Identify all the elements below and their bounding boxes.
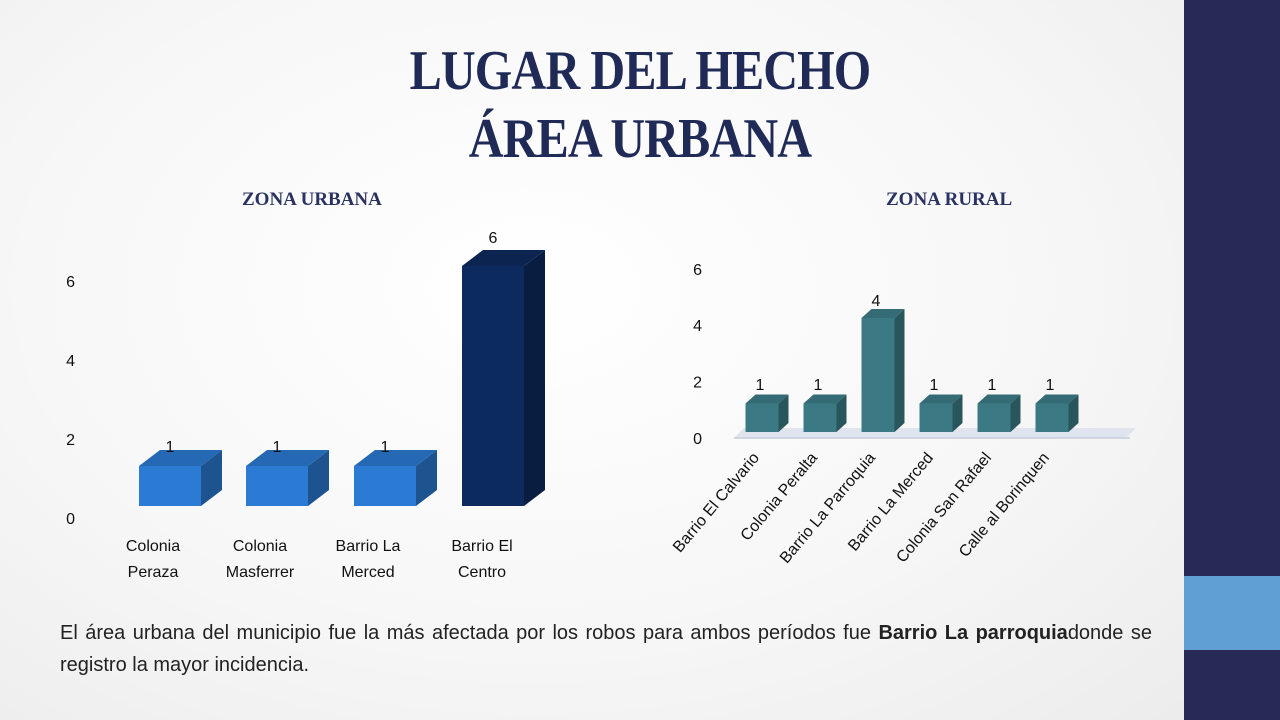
caption-paragraph: El área urbana del municipio fue la más … [60, 617, 1152, 681]
x-tick-label: Peraza [128, 564, 179, 581]
bar [919, 403, 953, 432]
y-tick-label: 6 [693, 262, 702, 279]
x-tick-label: Masferrer [226, 564, 295, 581]
data-label: 1 [166, 439, 175, 456]
data-label: 6 [489, 230, 498, 247]
y-tick-label: 2 [66, 432, 75, 449]
y-tick-label: 2 [693, 375, 702, 392]
data-label: 1 [988, 377, 997, 394]
x-tick-label: Centro [458, 564, 506, 581]
x-tick-label: Colonia [126, 538, 180, 555]
data-label: 1 [381, 439, 390, 456]
bar-top [803, 394, 847, 404]
bar-top [246, 450, 329, 466]
bar-top [745, 394, 789, 404]
y-tick-label: 4 [66, 353, 75, 370]
bar [246, 466, 308, 506]
y-tick-label: 0 [66, 511, 75, 528]
bar [462, 266, 524, 506]
chart-title-rural: ZONA RURAL [886, 189, 1013, 210]
bar [977, 403, 1011, 432]
y-tick-label: 0 [693, 431, 702, 448]
x-tick-label: Colonia [233, 538, 287, 555]
data-label: 1 [930, 377, 939, 394]
data-label: 1 [1046, 377, 1055, 394]
bar-top [139, 450, 222, 466]
slide-background [0, 0, 1184, 720]
caption-highlight: Barrio La parroquia [878, 622, 1068, 644]
data-label: 1 [273, 439, 282, 456]
bar-side [416, 450, 437, 506]
bar-side [1010, 394, 1021, 432]
x-tick-label: Barrio El [451, 538, 512, 555]
bar [803, 403, 837, 432]
slide-title-line-1: LUGAR DEL HECHO [409, 40, 872, 102]
bar-top [1035, 394, 1079, 404]
bar-side [524, 250, 545, 506]
chart-title-urban: ZONA URBANA [242, 189, 382, 210]
bar-top [354, 450, 437, 466]
sidebar-accent-light [1184, 576, 1280, 650]
caption-text-1: El área urbana del municipio fue la más … [60, 622, 879, 644]
bar-side [1068, 394, 1079, 432]
bar-side [201, 450, 222, 506]
bar-top [977, 394, 1021, 404]
data-label: 1 [814, 377, 823, 394]
bar-top [861, 309, 905, 318]
bar [861, 318, 895, 432]
bar [1035, 403, 1069, 432]
bar [745, 403, 779, 432]
slide-title-line-2: ÁREA URBANA [468, 108, 812, 170]
bar-side [894, 309, 905, 432]
y-tick-label: 4 [693, 318, 702, 335]
bar-top [919, 394, 963, 404]
bar [354, 466, 416, 506]
bar-side [778, 394, 789, 432]
urban-bar-chart: 0 2 4 6 1 Colonia Peraza 1 Colonia Masferrer 1 Barr… [66, 230, 545, 581]
y-tick-label: 6 [66, 274, 75, 291]
bar-side [308, 450, 329, 506]
data-label: 1 [756, 377, 765, 394]
x-tick-label: Merced [341, 564, 394, 581]
bar-top [462, 250, 545, 266]
bar [139, 466, 201, 506]
bar-side [952, 394, 963, 432]
x-tick-label: Barrio La [336, 538, 401, 555]
bar-side [836, 394, 847, 432]
data-label: 4 [872, 293, 881, 310]
caption-text-2: donde se registro la mayor incidencia. [60, 622, 1152, 676]
